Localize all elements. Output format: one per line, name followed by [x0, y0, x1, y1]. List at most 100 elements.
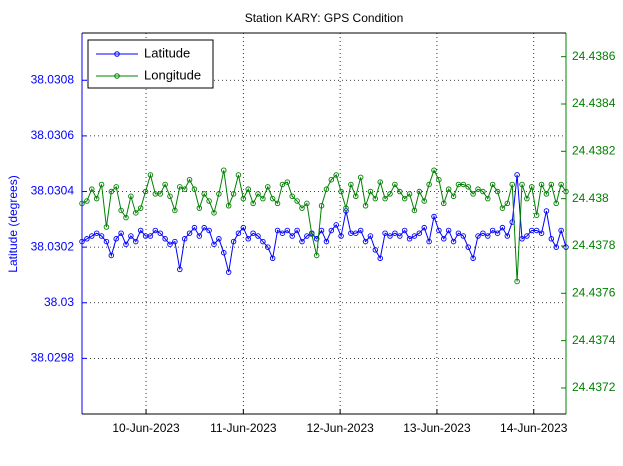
point: [167, 241, 173, 248]
point: [245, 186, 251, 192]
point: [499, 224, 506, 231]
point: [509, 181, 515, 188]
point: [343, 205, 349, 211]
point: [333, 222, 339, 228]
point: [558, 181, 564, 188]
point: [387, 233, 393, 239]
point: [250, 200, 256, 207]
point: [93, 230, 100, 236]
point: [338, 188, 344, 195]
point: [377, 179, 383, 185]
point: [133, 210, 139, 216]
point: [533, 212, 540, 218]
point: [387, 191, 393, 197]
point: [201, 191, 207, 197]
point: [284, 179, 291, 185]
point: [426, 238, 432, 245]
point: [294, 227, 300, 234]
point: [353, 193, 359, 200]
point: [455, 230, 462, 236]
point: [514, 172, 520, 178]
point: [167, 193, 173, 200]
point: [211, 241, 217, 248]
point: [421, 198, 427, 204]
point: [98, 233, 105, 239]
point: [533, 227, 540, 234]
point: [225, 269, 232, 275]
point: [563, 244, 569, 250]
point: [382, 230, 388, 236]
point: [269, 195, 276, 202]
point: [89, 186, 95, 192]
point: [279, 181, 286, 188]
point: [89, 233, 95, 239]
point: [240, 224, 247, 231]
point: [152, 227, 159, 234]
point: [137, 227, 144, 234]
point: [230, 238, 237, 245]
point: [128, 233, 134, 239]
point: [84, 198, 90, 204]
point: [524, 195, 530, 202]
point: [504, 233, 511, 239]
point: [489, 227, 496, 234]
y-tick-label: 38.0302: [31, 239, 75, 253]
y-tick-label: 38.03: [44, 295, 74, 309]
point: [397, 188, 403, 195]
point: [221, 167, 227, 174]
series-line: [81, 168, 567, 282]
y2-tick-label: 24.4374: [572, 333, 616, 347]
point: [416, 188, 423, 195]
point: [333, 172, 339, 178]
point: [123, 214, 129, 221]
point: [191, 224, 198, 231]
point: [353, 230, 359, 236]
point: [133, 238, 139, 245]
point: [529, 184, 535, 190]
point: [377, 255, 383, 262]
point: [450, 238, 457, 245]
point: [118, 207, 124, 214]
point: [558, 227, 564, 234]
point: [157, 230, 163, 236]
x-tick-label: 14-Jun-2023: [500, 421, 568, 435]
y-tick-label: 38.0308: [31, 72, 75, 86]
point: [480, 188, 486, 195]
point: [343, 208, 349, 214]
point: [240, 195, 247, 202]
series-line: [81, 174, 567, 273]
point: [279, 230, 286, 236]
point: [186, 230, 193, 236]
point: [416, 230, 423, 236]
point: [475, 186, 481, 192]
point: [367, 188, 374, 195]
point: [108, 188, 115, 195]
point: [357, 174, 364, 181]
point: [538, 181, 545, 188]
y2-tick-label: 24.4378: [572, 238, 616, 252]
point: [147, 233, 154, 239]
point: [206, 198, 212, 204]
legend-box: [87, 39, 214, 89]
x-tick-label: 11-Jun-2023: [210, 421, 277, 435]
point: [294, 198, 300, 204]
point: [206, 227, 212, 234]
point: [406, 236, 413, 242]
point: [313, 252, 320, 259]
point: [269, 255, 276, 262]
point: [460, 233, 467, 239]
point: [524, 233, 530, 239]
point: [465, 184, 471, 190]
point: [201, 224, 207, 231]
point: [196, 233, 203, 239]
point: [274, 227, 281, 234]
y-tick-label: 38.0306: [31, 128, 75, 142]
point: [103, 238, 110, 245]
point: [504, 200, 511, 207]
point: [113, 236, 119, 242]
legend-label: Longitude: [144, 67, 201, 82]
point: [211, 210, 217, 216]
y2-tick-label: 24.4376: [572, 285, 616, 299]
point: [172, 238, 178, 245]
point: [357, 227, 364, 234]
